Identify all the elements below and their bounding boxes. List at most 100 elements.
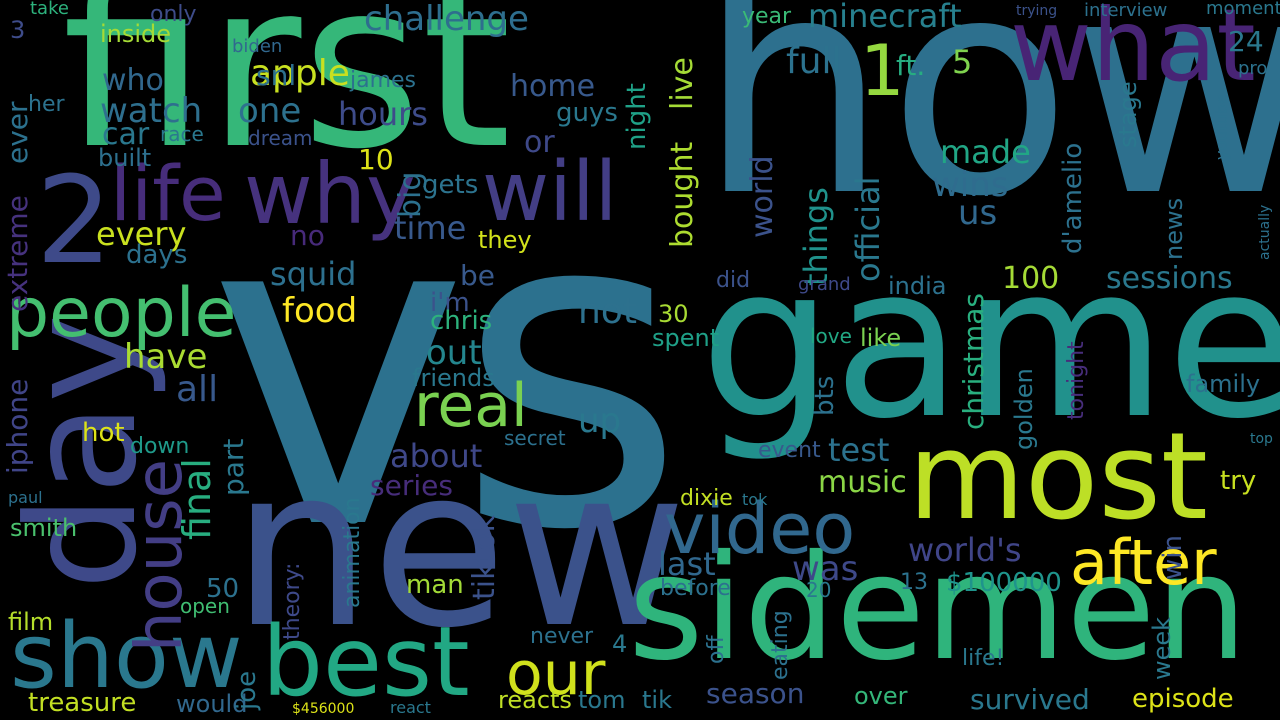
word-1: 1 [860,30,905,112]
word-paul: paul [8,488,43,507]
word-24: 24 [1228,25,1264,58]
word-100000: $100000 [946,568,1062,598]
word-watch: watch [100,91,203,131]
word-456000: $456000 [292,701,355,717]
word-wins: wins [932,165,1009,205]
word-100: 100 [1002,261,1060,296]
word-take: take [30,0,69,19]
word-after: after [1070,526,1217,599]
word-treasure: treasure [28,688,137,718]
word-have: have [124,337,208,377]
word-or: or [524,125,555,160]
word-inside: inside [100,20,172,48]
word-every: every [96,215,187,253]
word-hot: hot [82,418,125,448]
word-video: video [664,488,856,570]
word-tonight: tonight [1064,341,1089,420]
word-snl: snl [256,59,297,92]
word-react: react [390,698,431,717]
word-like: like [860,324,902,352]
word-grand: grand [798,274,851,295]
word-things: things [797,187,835,286]
word-worlds: world's [908,531,1022,569]
word-built: built [98,144,152,172]
word-biden: biden [232,36,283,57]
word-full: full [786,41,842,82]
word-challenge: challenge [364,0,529,39]
word-secret: secret [504,426,566,450]
word-best: best [262,606,470,718]
word-life-excl: life! [962,646,1005,671]
word-part: part [217,438,250,496]
word-bought: bought [665,141,700,248]
word-bts: bts [810,375,840,416]
word-home: home [510,69,596,104]
word-game: game [700,220,1280,465]
word-gets: gets [422,170,479,200]
word-guys: guys [556,98,618,128]
word-youtube: youtube [1212,94,1231,160]
word-2: 2 [36,152,113,291]
word-interview: interview [1084,0,1168,21]
word-be: be [460,259,495,292]
word-iphone: iphone [1,378,34,474]
word-they: they [478,226,532,254]
word-what: what [1010,0,1256,104]
word-chris: chris [430,306,493,336]
word-tok: tok [742,490,768,509]
word-tik: tik [642,686,672,714]
word-13: 13 [900,570,928,595]
word-no: no [290,219,325,252]
word-james: james [350,68,417,93]
word-series: series [370,469,453,502]
word-minecraft: minecraft [808,0,962,35]
word-life: life [110,149,226,238]
word-out: out [426,333,482,373]
word-christmas: christmas [957,292,990,430]
word-spent: spent [652,324,720,352]
word-joe: joe [232,670,262,710]
word-actually: actually [1257,204,1273,260]
word-ft: ft. [896,49,926,82]
word-5: 5 [952,43,973,81]
word-squid: squid [270,255,357,293]
word-people: people [6,274,237,353]
word-animation: animation [340,497,365,608]
word-vs: vs [208,114,686,626]
word-over: over [854,682,908,710]
word-20: 20 [806,578,832,602]
word-3: 3 [10,16,26,44]
word-love: love [810,324,852,348]
word-india: india [888,272,947,300]
word-event: event [758,438,821,463]
word-food: food [282,291,358,331]
word-us: us [958,193,998,233]
word-did: did [716,268,751,293]
word-car: car [102,117,150,152]
word-was: was [792,549,859,589]
word-man: man [406,570,464,600]
word-time: time [394,209,467,247]
word-music: music [818,465,907,500]
word-who: who [102,63,164,98]
word-stage: stage [1114,81,1142,148]
word-not: not [578,291,637,332]
word-made: made [940,133,1031,171]
word-first: first [62,0,512,200]
word-dixie: dixie [680,486,733,511]
word-4: 4 [612,630,628,658]
word-off: off [704,635,729,664]
word-our: our [506,639,606,709]
word-up: up [578,401,622,441]
word-most: most [908,408,1208,547]
word-extreme: extreme [1,195,34,312]
word-eating: eating [768,610,793,680]
word-about: about [390,437,483,475]
word-win: win [1158,535,1188,580]
word-new: new [232,420,687,676]
word-pro: pro [1238,58,1268,79]
word-official: official [849,176,887,283]
word-smith: smith [10,514,78,542]
word-top: top [1250,431,1273,447]
word-final: final [175,458,219,540]
